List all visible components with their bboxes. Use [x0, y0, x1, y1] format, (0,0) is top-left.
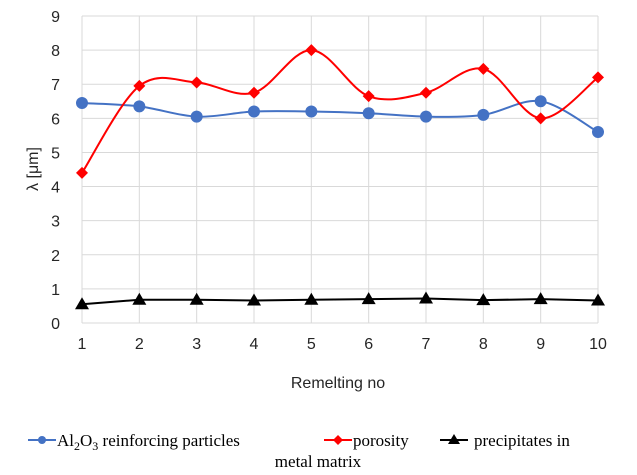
- y-tick-label: 7: [51, 77, 60, 94]
- x-tick-label: 1: [78, 336, 87, 353]
- y-tick-label: 4: [51, 180, 60, 197]
- legend-label-al2o3-main: Al: [57, 431, 74, 450]
- y-tick-label: 1: [51, 282, 60, 299]
- data-point-al2o3: [133, 100, 146, 113]
- data-point-al2o3: [420, 110, 432, 123]
- y-axis-ticks: 0 1 2 3 4 5 6 7 8 9: [51, 9, 60, 333]
- data-point-porosity: [420, 86, 432, 99]
- data-point-al2o3: [477, 108, 490, 121]
- data-point-porosity: [362, 90, 375, 103]
- x-tick-label: 9: [536, 336, 545, 353]
- legend-label-al2o3: Al2O3 reinforcing particles: [57, 431, 240, 453]
- y-tick-label: 8: [51, 43, 60, 60]
- x-tick-label: 4: [250, 336, 259, 353]
- legend-label-porosity: porosity: [353, 431, 409, 450]
- data-point-al2o3: [534, 95, 547, 108]
- data-point-porosity: [248, 86, 260, 99]
- data-point-precipitates: [361, 292, 376, 305]
- y-axis-title: λ [μm]: [25, 147, 42, 191]
- legend-marker-porosity: [333, 435, 343, 445]
- data-point-al2o3: [362, 107, 375, 120]
- legend-marker-al2o3: [38, 436, 46, 444]
- data-point-porosity: [305, 44, 318, 57]
- legend-label-al2o3-sub2: 3: [92, 439, 98, 453]
- series-lines: [81, 49, 599, 306]
- x-tick-label: 10: [589, 336, 607, 353]
- x-tick-label: 3: [192, 336, 201, 353]
- x-tick-label: 7: [422, 336, 431, 353]
- data-point-porosity: [534, 112, 547, 125]
- y-tick-label: 6: [51, 111, 60, 128]
- data-point-al2o3: [305, 105, 318, 118]
- legend-item-al2o3: Al2O3 reinforcing particles: [28, 431, 240, 453]
- x-tick-label: 2: [135, 336, 144, 353]
- gridlines: [81, 15, 599, 324]
- data-point-al2o3: [190, 110, 203, 123]
- legend-item-precipitates: precipitates in metal matrix: [275, 431, 571, 471]
- series-markers: [75, 44, 605, 310]
- data-point-precipitates: [247, 293, 261, 306]
- data-point-precipitates: [189, 292, 204, 305]
- data-point-precipitates: [304, 292, 319, 305]
- y-tick-label: 2: [51, 248, 60, 265]
- legend-label-precipitates: precipitates in: [474, 431, 570, 450]
- data-point-precipitates: [591, 293, 605, 306]
- series-line-porosity: [81, 49, 599, 174]
- data-point-precipitates: [533, 292, 548, 305]
- data-point-porosity: [592, 71, 604, 84]
- legend-label-al2o3-mid: O: [80, 431, 92, 450]
- legend: Al2O3 reinforcing particles porosity pre…: [28, 431, 570, 471]
- data-point-precipitates: [419, 291, 433, 304]
- x-tick-label: 5: [307, 336, 316, 353]
- data-point-al2o3: [76, 96, 88, 109]
- y-tick-label: 9: [51, 9, 60, 26]
- data-point-porosity: [190, 76, 203, 89]
- x-tick-label: 8: [479, 336, 488, 353]
- x-axis-title: Remelting no: [291, 375, 385, 392]
- legend-label-al2o3-rest: reinforcing particles: [98, 431, 240, 450]
- data-point-porosity: [76, 166, 88, 179]
- legend-item-porosity: porosity: [324, 431, 409, 450]
- data-point-precipitates: [75, 297, 89, 310]
- series-line-precipitates: [81, 297, 599, 306]
- x-axis-ticks: 1 2 3 4 5 6 7 8 9 10: [78, 336, 607, 353]
- series-line-al2o3: [81, 99, 599, 133]
- y-tick-label: 5: [51, 145, 60, 162]
- data-point-al2o3: [248, 105, 260, 118]
- y-tick-label: 3: [51, 214, 60, 231]
- data-point-precipitates: [476, 293, 491, 306]
- x-tick-label: 6: [364, 336, 373, 353]
- data-point-porosity: [133, 79, 146, 92]
- data-point-al2o3: [592, 125, 604, 138]
- legend-label-precipitates-line2: metal matrix: [275, 452, 362, 471]
- data-point-porosity: [477, 62, 490, 75]
- y-tick-label: 0: [51, 316, 60, 333]
- legend-marker-precipitates: [448, 434, 460, 444]
- data-point-precipitates: [132, 292, 147, 305]
- legend-label-al2o3-sub1: 2: [74, 439, 80, 453]
